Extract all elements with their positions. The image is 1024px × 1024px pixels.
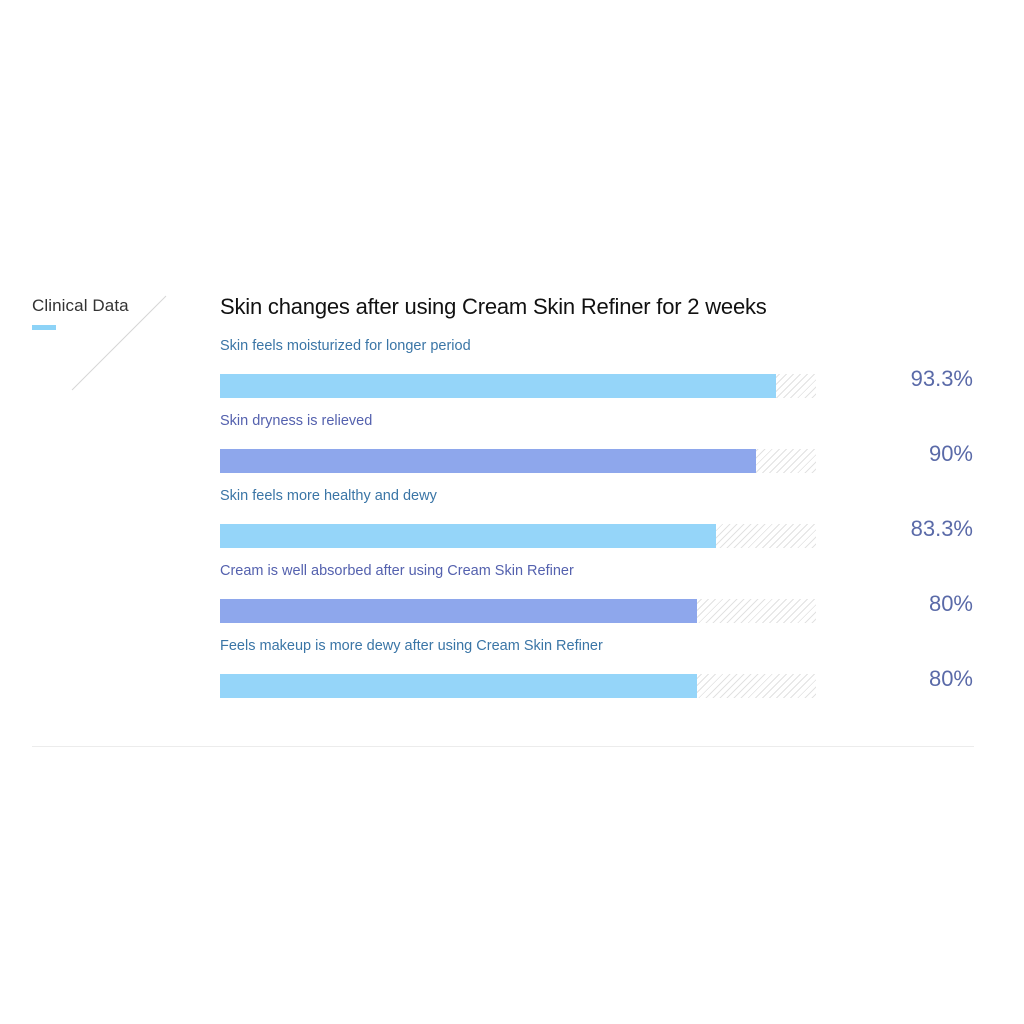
section-label: Clinical Data	[32, 296, 129, 315]
bar	[220, 374, 777, 398]
bar	[220, 599, 697, 623]
bar-track	[220, 449, 816, 473]
bar	[220, 449, 757, 473]
bar-value-label: 80%	[928, 666, 973, 691]
bar-row: Feels makeup is more dewy after using Cr…	[220, 638, 980, 713]
bar-track	[220, 599, 816, 623]
bar-category-label: Skin dryness is relieved	[220, 413, 373, 429]
section-accent-bar	[32, 325, 56, 330]
bar-track	[220, 674, 816, 698]
bottom-divider	[32, 746, 974, 747]
bar-value-label: 90%	[928, 441, 973, 466]
bar-category-label: Skin feels moisturized for longer period	[220, 338, 471, 354]
bar-value-label: 93.3%	[910, 366, 973, 391]
bar-row: Cream is well absorbed after using Cream…	[220, 563, 980, 638]
bar-row: Skin feels moisturized for longer period…	[220, 338, 980, 413]
chart-title: Skin changes after using Cream Skin Refi…	[220, 294, 767, 319]
bar-track	[220, 524, 816, 548]
bar-row: Skin dryness is relieved 90%	[220, 413, 980, 488]
bar-value-label: 80%	[928, 591, 973, 616]
bar-category-label: Skin feels more healthy and dewy	[220, 488, 437, 504]
bar-chart: Skin feels moisturized for longer period…	[220, 338, 980, 713]
bar	[220, 674, 697, 698]
bar	[220, 524, 717, 548]
diagonal-divider-line	[71, 295, 167, 391]
bar-category-label: Feels makeup is more dewy after using Cr…	[220, 638, 603, 654]
bar-row: Skin feels more healthy and dewy 83.3%	[220, 488, 980, 563]
bar-category-label: Cream is well absorbed after using Cream…	[220, 563, 574, 579]
bar-value-label: 83.3%	[910, 516, 973, 541]
bar-track	[220, 374, 816, 398]
